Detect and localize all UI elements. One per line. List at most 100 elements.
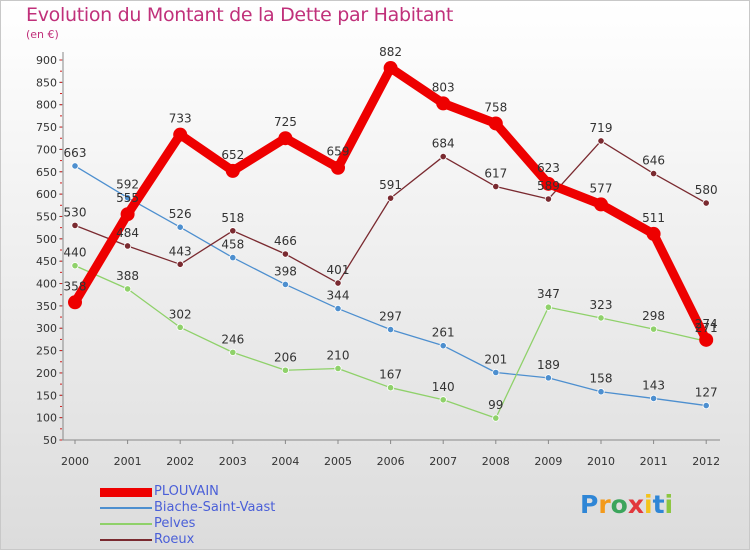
- data-point: [597, 137, 605, 145]
- data-label: 589: [537, 179, 560, 193]
- series-line-pelves: [74, 264, 707, 419]
- data-point: [488, 116, 503, 131]
- data-label: 298: [642, 309, 665, 323]
- y-tick-label: 600: [36, 188, 57, 201]
- data-label: 302: [169, 307, 192, 321]
- data-point: [229, 254, 237, 262]
- data-point: [334, 304, 342, 313]
- data-label: 443: [169, 244, 192, 258]
- data-point: [176, 323, 184, 331]
- data-label: 733: [169, 112, 192, 126]
- logo-letter: t: [652, 490, 665, 519]
- data-label: 246: [221, 332, 244, 346]
- data-point: [68, 295, 82, 310]
- y-tick-label: 100: [36, 412, 57, 425]
- data-label: 719: [590, 121, 613, 135]
- data-label: 127: [695, 386, 718, 400]
- data-label: 803: [432, 80, 455, 94]
- y-tick-label: 300: [36, 322, 57, 335]
- data-label: 189: [537, 358, 560, 372]
- legend-label: PLOUVAIN: [154, 484, 219, 499]
- data-point: [281, 280, 289, 289]
- data-point: [439, 342, 447, 350]
- logo-letter: r: [598, 490, 611, 519]
- data-point: [436, 96, 451, 111]
- x-tick-label: 2008: [482, 455, 510, 468]
- data-point: [225, 163, 240, 178]
- y-tick-label: 250: [36, 345, 57, 358]
- data-label: 484: [116, 226, 139, 240]
- y-tick-label: 150: [36, 389, 57, 402]
- legend-label: Roeux: [154, 532, 195, 547]
- data-point: [386, 194, 395, 202]
- data-label: 652: [221, 148, 244, 162]
- data-label: 591: [379, 178, 402, 192]
- logo-letter: i: [644, 490, 653, 519]
- data-point: [702, 401, 710, 410]
- legend-label: Pelves: [154, 516, 196, 531]
- data-point: [331, 160, 345, 175]
- x-tick-label: 2011: [640, 455, 668, 468]
- data-label: 623: [537, 161, 560, 175]
- data-label: 167: [379, 368, 402, 382]
- data-point: [124, 194, 132, 202]
- data-label: 323: [590, 298, 613, 312]
- data-label: 617: [484, 167, 507, 181]
- legend-swatch: [100, 487, 152, 497]
- proxiti-logo: Proxiti: [580, 490, 673, 519]
- x-tick-label: 2005: [324, 455, 352, 468]
- legend-swatch: [100, 523, 152, 525]
- x-tick-label: 2006: [377, 455, 405, 468]
- data-point: [646, 226, 661, 241]
- data-label: 140: [432, 380, 455, 394]
- data-label: 401: [327, 263, 350, 277]
- logo-letter: x: [627, 490, 644, 519]
- x-tick-label: 2010: [587, 455, 615, 468]
- x-tick-label: 2000: [61, 455, 89, 468]
- y-tick-label: 200: [36, 367, 57, 380]
- data-point: [702, 199, 710, 207]
- logo-letter: i: [664, 490, 674, 519]
- y-tick-label: 450: [36, 255, 57, 268]
- data-point: [597, 314, 605, 322]
- chart-subtitle: (en €): [26, 28, 59, 41]
- data-point: [597, 388, 605, 396]
- data-point: [334, 279, 342, 287]
- data-point: [334, 364, 342, 373]
- data-label: 210: [327, 348, 350, 362]
- data-point: [281, 366, 289, 374]
- data-label: 274: [695, 317, 718, 331]
- data-point: [699, 332, 714, 347]
- x-tick-label: 2004: [271, 455, 299, 468]
- y-tick-label: 50: [43, 434, 57, 447]
- data-point: [124, 242, 132, 250]
- logo-letter: P: [580, 490, 599, 519]
- legend-item: Roeux: [100, 532, 360, 547]
- y-tick-label: 500: [36, 233, 57, 246]
- data-label: 580: [695, 183, 718, 197]
- data-point: [124, 285, 132, 293]
- data-label: 758: [484, 100, 507, 114]
- y-tick-label: 900: [36, 54, 57, 67]
- y-tick-label: 750: [36, 121, 57, 134]
- data-point: [120, 207, 135, 222]
- data-label: 99: [488, 398, 503, 412]
- data-point: [544, 374, 553, 382]
- data-point: [176, 260, 184, 268]
- data-point: [439, 396, 447, 404]
- legend-swatch: [100, 539, 152, 541]
- data-label: 555: [116, 191, 139, 205]
- data-label: 577: [590, 181, 613, 195]
- x-tick-label: 2002: [166, 455, 194, 468]
- data-label: 143: [642, 378, 665, 392]
- data-point: [71, 262, 79, 270]
- data-label: 592: [116, 178, 139, 192]
- x-tick-label: 2007: [429, 455, 457, 468]
- data-label: 206: [274, 350, 297, 364]
- chart-title: Evolution du Montant de la Dette par Hab…: [26, 4, 454, 26]
- data-point: [229, 227, 237, 235]
- x-tick-label: 2012: [692, 455, 720, 468]
- data-point: [649, 169, 658, 178]
- legend-item: PLOUVAIN: [100, 484, 360, 499]
